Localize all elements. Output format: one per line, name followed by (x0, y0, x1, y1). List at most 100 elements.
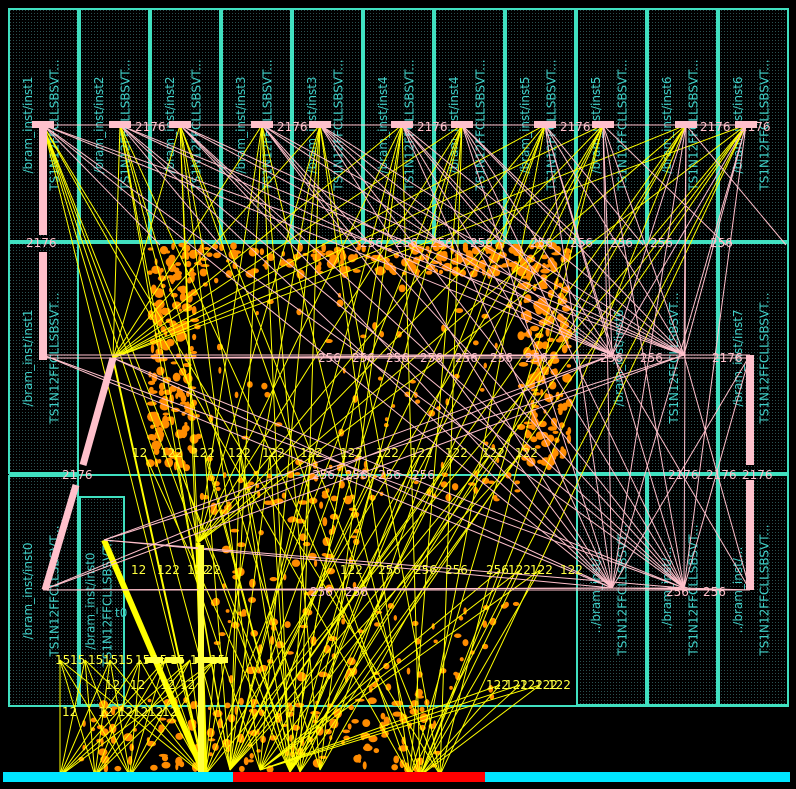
net-weight-label: 122 (535, 678, 558, 692)
net-weight-label: 256 (600, 351, 623, 365)
net-weight-label: 122 (198, 563, 221, 577)
net-weight-label: 15 (135, 653, 150, 667)
net-weight-label: 2176 (135, 120, 166, 134)
net-weight-label: 2176 (712, 351, 743, 365)
weight-labels: 2176 2176 2176 2176 2176 2176 2176 256 256 256 256… (26, 120, 773, 719)
net-weight-label: 12 (162, 705, 177, 719)
net-weight-label: 2176 (668, 468, 699, 482)
io-bar-middle (233, 772, 485, 782)
net-weight-label: 15 (55, 653, 70, 667)
macro-inner-0[interactable]: /bram_inst/inst0 TS1N12FFCLLSBSVT... (79, 496, 125, 706)
net-weight-label: 12 (105, 678, 120, 692)
net-weight-label: 15 (210, 653, 225, 667)
net-weight-label: 256 (490, 351, 513, 365)
net-weight-label: 256 (570, 236, 593, 250)
net-weight-label: 122 (262, 446, 285, 460)
net-weight-label: 122 (340, 563, 363, 577)
net-weight-label: 15 (190, 653, 205, 667)
net-weight-label: 122 (192, 446, 215, 460)
net-weight-label: 256 (710, 236, 733, 250)
net-weight-label: 122 (508, 563, 531, 577)
net-weight-label: 15 (152, 653, 167, 667)
net-weight-label: 256 (445, 563, 468, 577)
net-weight-label: 12 (148, 705, 163, 719)
net-weight-label: 256 (386, 351, 409, 365)
io-bar-left (3, 772, 233, 782)
net-weight-label: 12 (160, 678, 175, 692)
macro-inst-label: /bram_inst/inst0 (21, 542, 35, 639)
net-weight-label: 122 (410, 446, 433, 460)
net-weight-label: 256 (395, 236, 418, 250)
net-weight-label: 122 (520, 678, 543, 692)
net-weight-label: 122 (187, 563, 210, 577)
macro-inst-label: /bram_inst/inst1 (21, 76, 35, 173)
net-weight-label: 15 (170, 653, 185, 667)
net-weight-label: 122 (157, 563, 180, 577)
macro-cell-label: TS1N12FFCLLSBSVT... (758, 524, 772, 656)
macro-left-1[interactable]: /bram_inst/inst0 TS1N12FFCLLSBSVT... (8, 475, 79, 707)
net-weight-label: 122 (482, 446, 505, 460)
macro-cell-label: TS1N12FFCLLSBSVT... (101, 535, 115, 667)
net-weight-label: 15 (70, 653, 85, 667)
net-weight-label: 256 (414, 563, 437, 577)
net-weight-label: 12 (133, 705, 148, 719)
net-weight-label: 122 (300, 446, 323, 460)
net-weight-label: 12 (131, 563, 146, 577)
macro-cell-label: TS1N12FFCLLSBSVT... (758, 59, 772, 191)
net-weight-label: 256 (525, 351, 548, 365)
net-weight-label: 122 (505, 678, 528, 692)
io-bar-right (485, 772, 790, 782)
net-weight-label: 256 (345, 468, 368, 482)
yellow-flylines (42, 124, 747, 778)
net-weight-label: 256 (310, 585, 333, 599)
net-weight-label: 12 (130, 678, 145, 692)
net-weight-label: 12 (180, 678, 195, 692)
net-weight-label: 256 (703, 585, 726, 599)
net-weight-label: 122 (340, 446, 363, 460)
net-weight-label: 2176 (706, 468, 737, 482)
net-weight-label: 15 (118, 653, 133, 667)
net-weight-label: 256 (640, 351, 663, 365)
net-weight-label: 12 (132, 446, 147, 460)
macro-inst-label: /bram_inst/inst1 (21, 309, 35, 406)
io-bar (3, 772, 790, 782)
net-weight-label: 15 (103, 653, 118, 667)
net-weight-label: 122 (228, 446, 251, 460)
net-weight-label: 256 (430, 236, 453, 250)
net-weight-label: 122 (530, 563, 553, 577)
net-weight-label: 122 (445, 446, 468, 460)
net-weight-label: 122 (486, 678, 509, 692)
net-weight-label: 122 (560, 563, 583, 577)
net-weight-label: 2176 (740, 120, 771, 134)
net-weight-label: 256 (420, 351, 443, 365)
net-weight-label: 2176 (277, 120, 308, 134)
net-weight-label: 2176 (26, 236, 57, 250)
net-weight-label: 256 (666, 585, 689, 599)
net-weight-label: 2176 (417, 120, 448, 134)
net-weight-label: t0 (115, 606, 127, 620)
net-weight-label: 256 (378, 468, 401, 482)
net-weight-label: 256 (530, 236, 553, 250)
net-weight-label: 122 (515, 446, 538, 460)
net-weight-label: 122 (548, 678, 571, 692)
net-weight-label: 12 (62, 705, 77, 719)
net-weight-label: 122 (376, 446, 399, 460)
net-weight-label: 256 (650, 236, 673, 250)
net-weight-label: 256 (412, 468, 435, 482)
net-weight-label: 256 (360, 236, 383, 250)
net-weight-label: 2176 (62, 468, 93, 482)
net-weight-label: 2176 (700, 120, 731, 134)
net-weight-label: 12 (118, 705, 133, 719)
net-weight-label: 256 (610, 236, 633, 250)
net-weight-label: 256 (455, 351, 478, 365)
net-weight-label: 256 (318, 351, 341, 365)
net-weight-label: 2176 (742, 468, 773, 482)
pin-pads (32, 121, 757, 775)
net-weight-label: 256 (378, 563, 401, 577)
macro-cell-label: TS1N12FFCLLSBSVT... (758, 292, 772, 424)
net-weight-label: 256 (470, 236, 493, 250)
net-weight-label: 256 (345, 585, 368, 599)
pink-flylines (42, 124, 787, 591)
net-weight-label: 256 (312, 468, 335, 482)
